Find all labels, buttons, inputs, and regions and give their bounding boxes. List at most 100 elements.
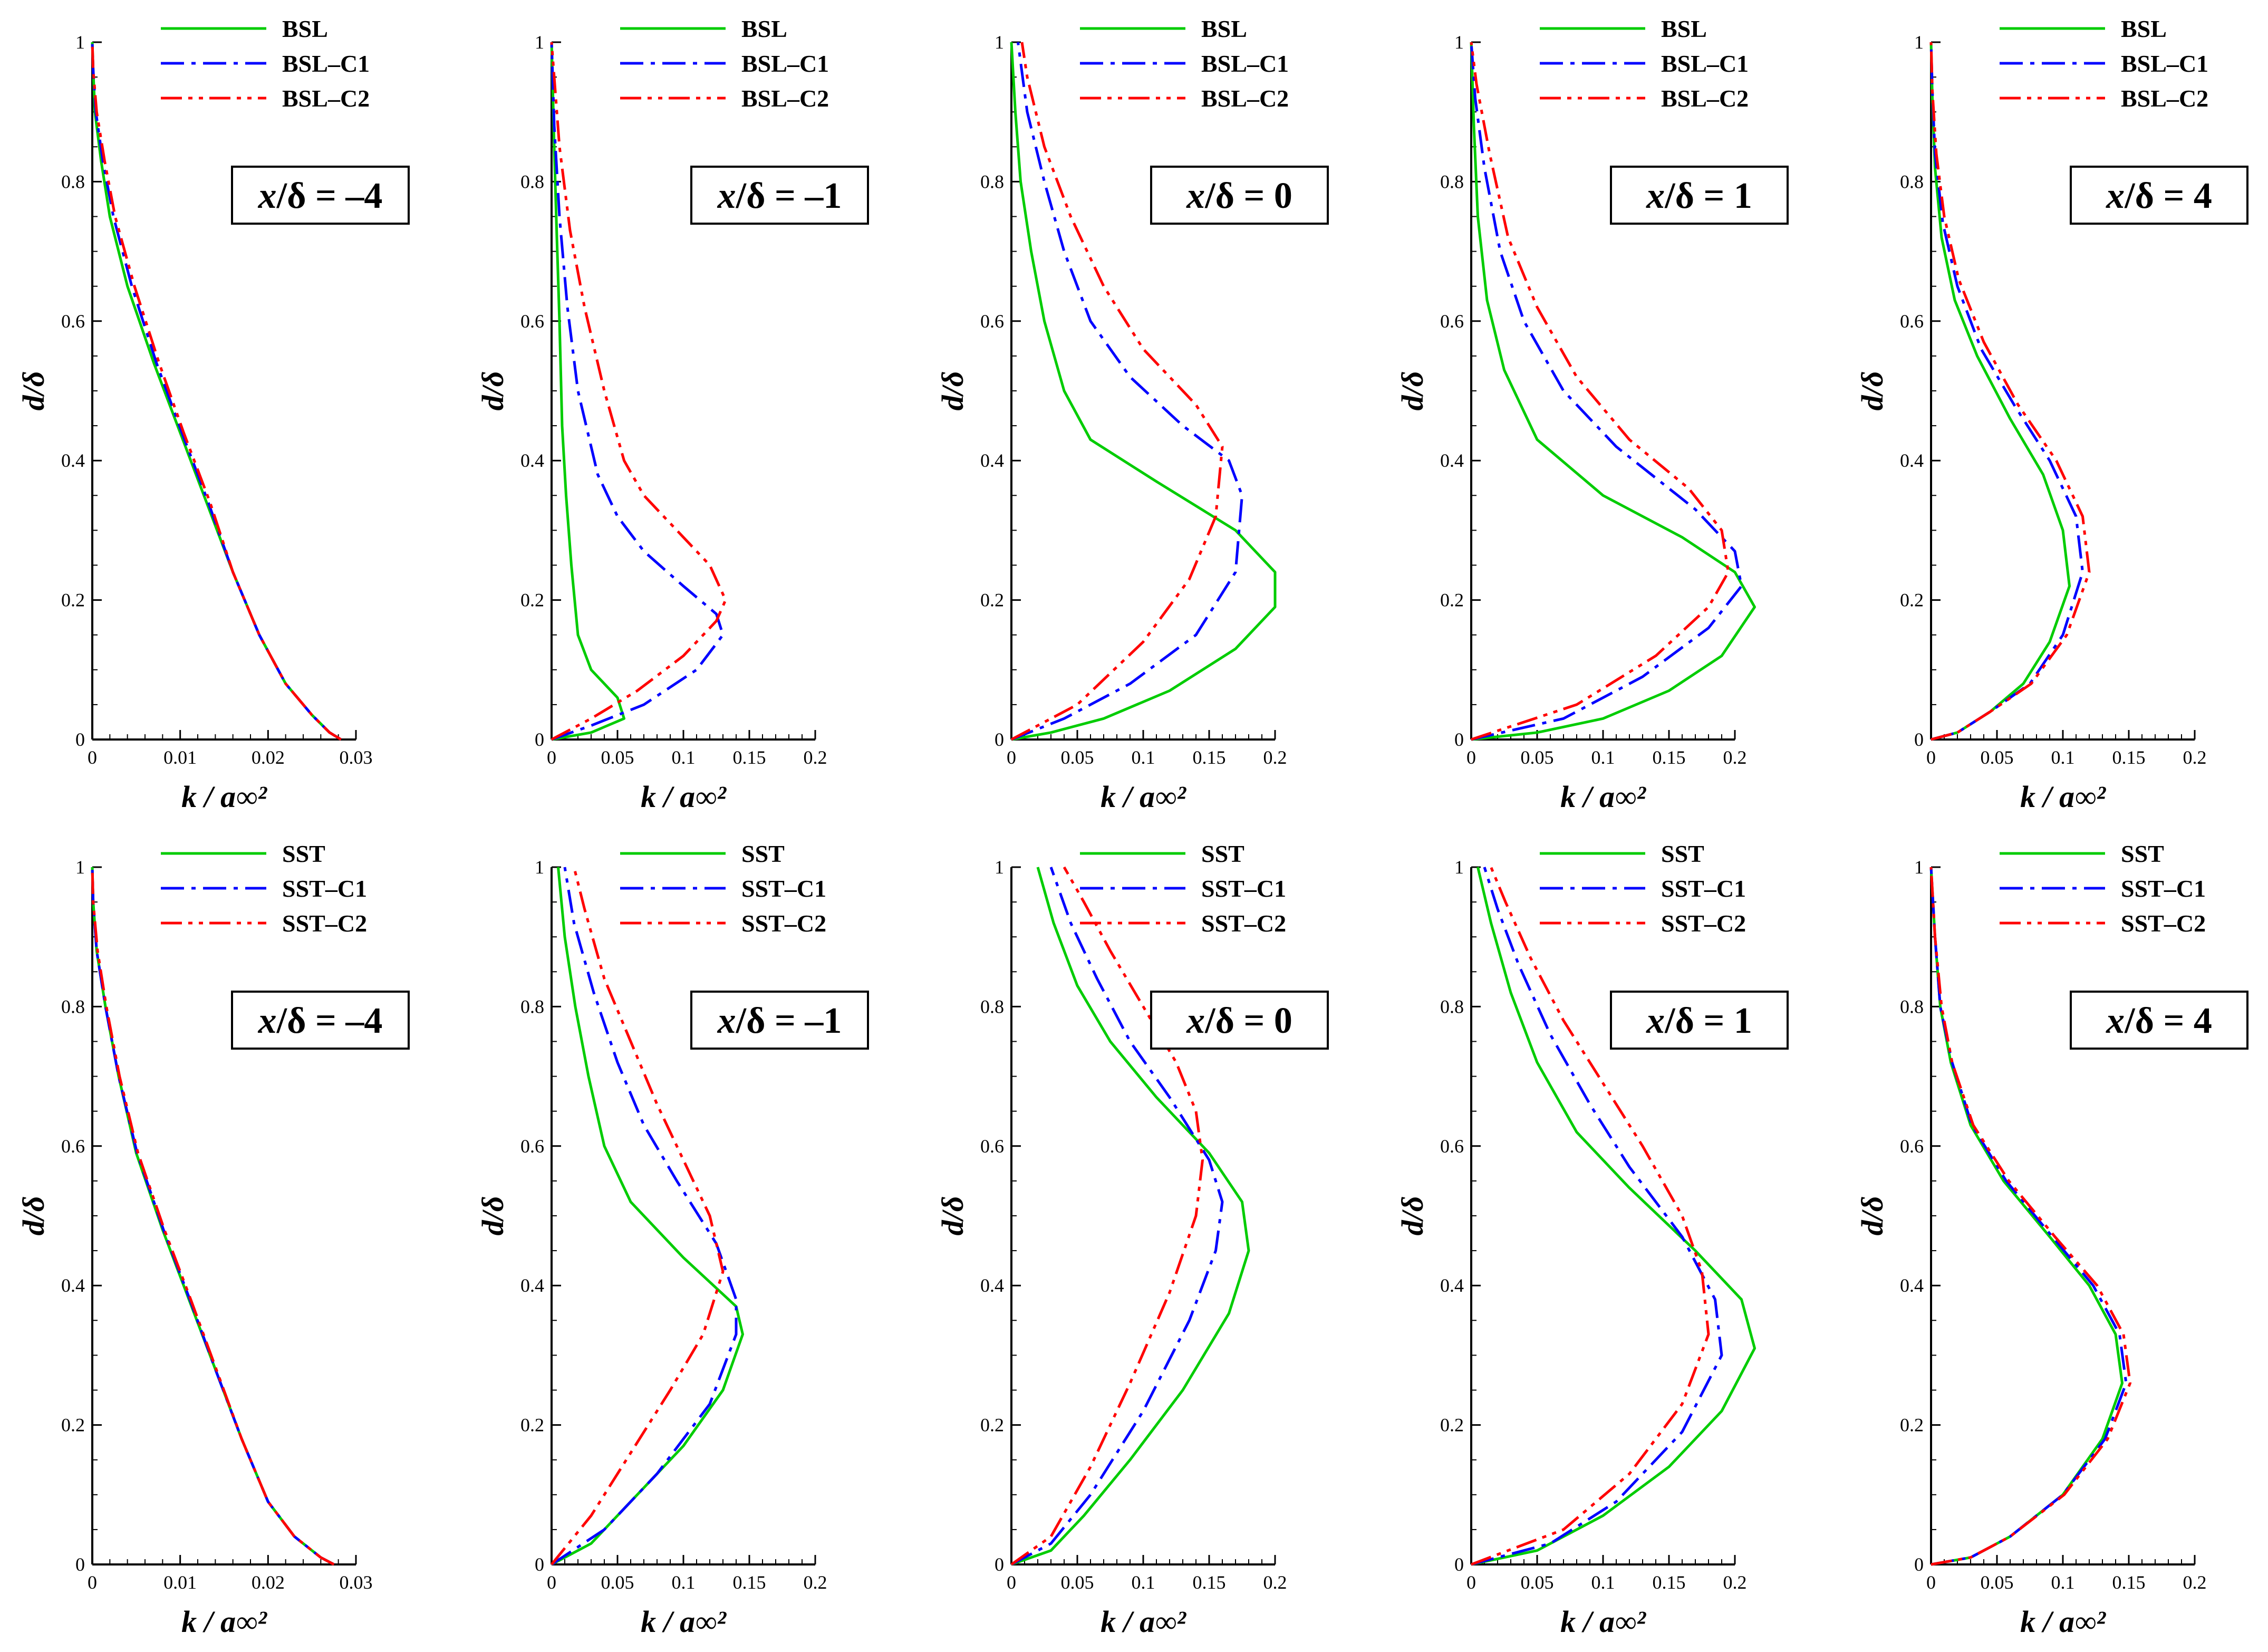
x-axis-label: k / a∞² (181, 1605, 267, 1639)
x-tick-label: 0.05 (1521, 1572, 1554, 1593)
legend-label: SST–C1 (2121, 875, 2206, 902)
legend-label: BSL–C2 (2121, 85, 2208, 112)
x-tick-label: 0.1 (1591, 747, 1615, 768)
series-line-sst-c2 (91, 867, 335, 1566)
series-line-sst-c1 (1471, 867, 1723, 1566)
y-tick-label: 0.8 (1900, 171, 1924, 192)
legend-label: BSL–C1 (282, 50, 370, 77)
y-tick-label: 0.2 (520, 1415, 544, 1436)
legend-label: SST (1661, 840, 1704, 867)
y-axis-label: d/δ (16, 1196, 51, 1236)
y-tick-label: 0.2 (1900, 1415, 1924, 1436)
chart-panel-9: 0 0.2 0.4 0.6 0.8 1 0 0.05 0.1 0.15 0.2 k / a∞² d/δ S… (1855, 840, 2248, 1639)
chart-panel-5: 0 0.2 0.4 0.6 0.8 1 0 0.01 0.02 0.03 k / a∞² d/δ SST… (16, 840, 410, 1639)
chart-panel-1: 0 0.2 0.4 0.6 0.8 1 0 0.05 0.1 0.15 0.2 k / a∞² d/δ B… (476, 15, 869, 814)
series-line-bsl-c1 (91, 42, 342, 741)
y-axis-label: d/δ (1395, 1196, 1430, 1236)
x-tick-label: 0.1 (2051, 1572, 2075, 1593)
y-tick-label: 0.8 (61, 996, 85, 1017)
legend-label: BSL–C2 (282, 85, 370, 112)
x-tick-label: 0.2 (1263, 747, 1287, 768)
position-label: x/δ = 4 (2106, 1001, 2212, 1041)
position-box (1150, 991, 1329, 1050)
x-tick-label: 0.2 (1723, 747, 1747, 768)
x-axis-label: k / a∞² (641, 780, 727, 814)
x-tick-label: 0 (88, 1572, 97, 1593)
position-label: x/δ = 0 (1186, 176, 1292, 216)
x-tick-label: 0.05 (601, 747, 634, 768)
x-axis-label: k / a∞² (2020, 780, 2106, 814)
legend-label: SST–C2 (282, 910, 367, 937)
y-axis-label: d/δ (476, 371, 510, 411)
x-tick-label: 0 (1466, 1572, 1476, 1593)
y-tick-label: 0 (1914, 1554, 1924, 1575)
position-box (231, 991, 410, 1050)
y-tick-label: 0.6 (520, 1136, 544, 1157)
y-tick-label: 0.2 (61, 590, 85, 611)
series-line-sst-c1 (91, 867, 335, 1566)
position-box (1610, 166, 1789, 225)
x-tick-label: 0.1 (672, 1572, 696, 1593)
position-label: x/δ = –1 (717, 1001, 842, 1041)
series-line-bsl (550, 42, 625, 741)
y-tick-label: 0 (535, 1554, 544, 1575)
y-tick-label: 0.4 (980, 450, 1004, 471)
y-tick-label: 1 (535, 32, 544, 53)
y-tick-label: 0.8 (1440, 996, 1464, 1017)
x-tick-label: 0.05 (1981, 747, 2014, 768)
y-tick-label: 1 (1454, 32, 1464, 53)
series-line-bsl-c2 (1010, 42, 1224, 741)
chart-panel-4: 0 0.2 0.4 0.6 0.8 1 0 0.05 0.1 0.15 0.2 k / a∞² d/δ B… (1855, 15, 2248, 814)
y-tick-label: 0 (75, 729, 85, 750)
y-tick-label: 1 (995, 32, 1004, 53)
series-line-sst (551, 867, 744, 1566)
x-tick-label: 0.2 (2183, 747, 2207, 768)
x-tick-label: 0 (1926, 1572, 1936, 1593)
y-tick-label: 0.6 (61, 1136, 85, 1157)
series-line-sst-c2 (1010, 866, 1204, 1566)
y-axis-label: d/δ (1395, 371, 1430, 411)
series-line-bsl-c1 (1470, 42, 1743, 741)
x-tick-label: 0 (547, 1572, 556, 1593)
y-tick-label: 0.2 (1900, 590, 1924, 611)
y-tick-label: 0.2 (1440, 590, 1464, 611)
x-tick-label: 0 (547, 747, 556, 768)
position-label: x/δ = 0 (1186, 1001, 1292, 1041)
legend-label: BSL–C2 (1661, 85, 1749, 112)
legend-label: SST (282, 840, 325, 867)
y-tick-label: 0.4 (520, 1275, 544, 1296)
x-tick-label: 0.05 (1061, 1572, 1094, 1593)
x-tick-label: 0.02 (252, 747, 285, 768)
legend-label: BSL–C1 (2121, 50, 2208, 77)
y-axis-label: d/δ (1855, 371, 1889, 411)
y-tick-label: 0 (75, 1554, 85, 1575)
x-axis-label: k / a∞² (1101, 1605, 1186, 1639)
y-tick-label: 0.2 (520, 590, 544, 611)
y-tick-label: 0.6 (1440, 311, 1464, 332)
x-tick-label: 0.01 (163, 1572, 197, 1593)
series-line-bsl-c1 (550, 42, 725, 741)
x-tick-label: 0.15 (733, 747, 766, 768)
y-axis-label: d/δ (1855, 1196, 1889, 1236)
y-tick-label: 0 (535, 729, 544, 750)
x-tick-label: 0.02 (252, 1572, 285, 1593)
y-tick-label: 0.2 (980, 590, 1004, 611)
legend-label: SST–C2 (741, 910, 826, 937)
chart-panel-0: 0 0.2 0.4 0.6 0.8 1 0 0.01 0.02 0.03 k / a∞² d/δ BSL… (16, 15, 410, 814)
series-line-bsl (1470, 42, 1756, 741)
y-tick-label: 0.8 (980, 171, 1004, 192)
y-tick-label: 0 (1454, 1554, 1464, 1575)
legend-label: SST (1201, 840, 1244, 867)
y-tick-label: 1 (1454, 857, 1464, 878)
series-line-bsl (1010, 42, 1277, 741)
x-tick-label: 0.03 (340, 1572, 373, 1593)
y-tick-label: 0.4 (520, 450, 544, 471)
y-tick-label: 0.4 (61, 450, 85, 471)
x-tick-label: 0 (1926, 747, 1936, 768)
x-tick-label: 0.15 (2112, 747, 2146, 768)
x-tick-label: 0.1 (672, 747, 696, 768)
y-tick-label: 0.6 (980, 311, 1004, 332)
legend-label: BSL (282, 15, 328, 42)
series-line-sst-c2 (1471, 867, 1710, 1566)
